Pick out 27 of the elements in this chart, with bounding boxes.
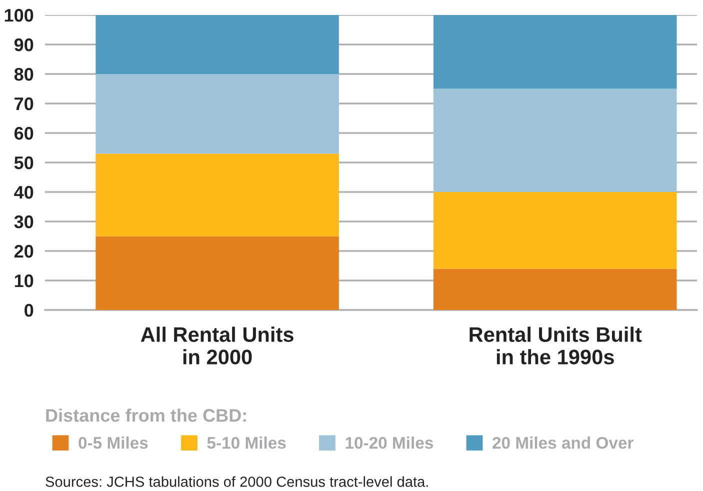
y-tick-label: 60 [14,126,34,140]
y-tick-label: 80 [14,68,34,81]
x-tick-label: All Rental Units in 2000 [140,326,294,364]
bar [96,74,339,154]
y-tick-label: 70 [14,97,34,110]
bar [433,268,677,310]
bar [96,15,339,74]
x-tick-label: Rental Units Built in the 1990s [470,326,642,364]
source-note: Sources: JCHS tabulations of 2000 Census tract-level data. [46,476,428,487]
y-tick-label: 30 [14,215,34,228]
y-tick-label: 20 [14,244,34,258]
y-tick-label: 40 [14,186,34,199]
y-tick-label: 90 [14,38,34,52]
bar [96,236,339,310]
legend-title: Distance from the CBD: [46,408,246,422]
bar [433,15,677,89]
y-tick-label: 50 [14,156,34,170]
y-tick-label: 0 [24,304,34,317]
bar [433,192,677,269]
legend-label: 0-5 Miles [78,436,148,449]
legend-label: 20 Miles and Over [492,436,634,449]
bar [96,154,339,236]
legend-label: 5-10 Miles [207,436,286,449]
y-tick-label: 100 [4,8,34,22]
legend-label: 10-20 Miles [346,436,433,449]
y-tick-label: 10 [14,274,34,288]
bar [433,88,677,192]
